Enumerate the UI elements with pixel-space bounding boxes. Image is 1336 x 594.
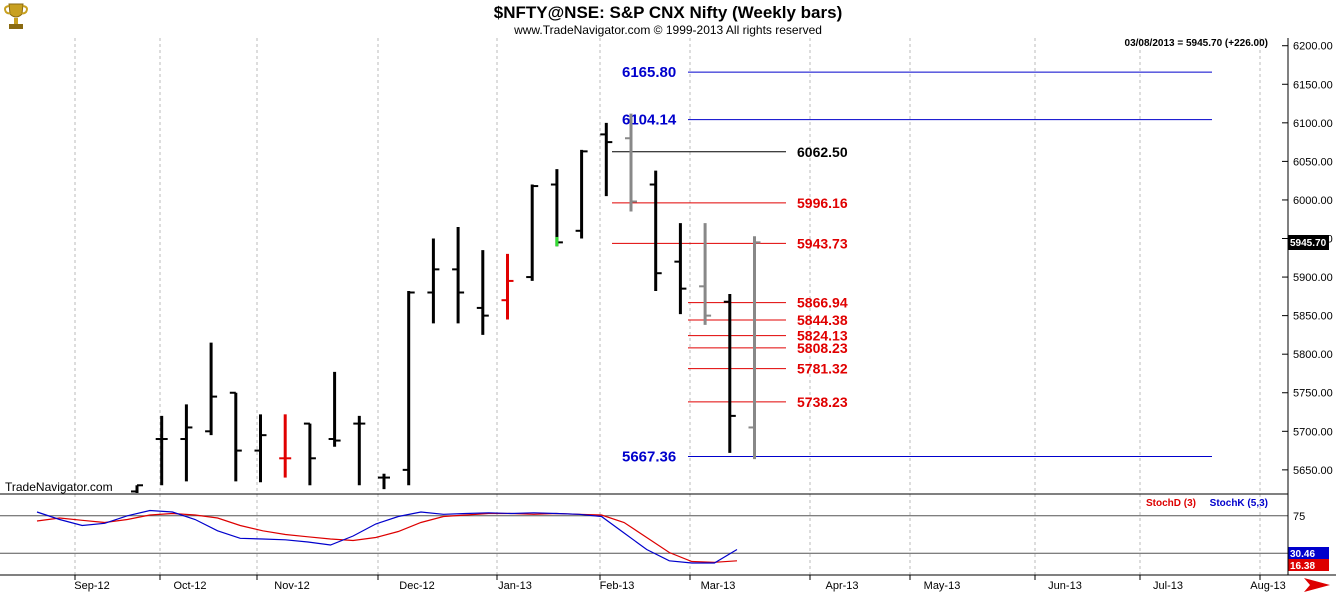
price-bar [674,223,687,315]
scroll-right-button[interactable] [1304,578,1330,592]
price-bar [699,223,712,325]
chart-title: $NFTY@NSE: S&P CNX Nifty (Weekly bars) [494,3,842,22]
price-bar [501,253,514,320]
price-tick-label: 6050.00 [1293,156,1333,168]
price-bar [476,250,489,335]
price-bar [427,238,440,324]
time-tick-label: Jan-13 [498,580,532,592]
time-tick-label: Sep-12 [74,580,109,592]
price-tick-label: 5900.00 [1293,272,1333,284]
level-label: 5738.23 [797,394,848,410]
last-price-marker: 5945.70 [1288,235,1329,250]
level-label: 5943.73 [797,235,848,251]
time-tick-label: May-13 [924,580,961,592]
price-tick-label: 5800.00 [1293,349,1333,361]
trophy-icon [4,3,28,29]
quote-readout: 03/08/2013 = 5945.70 (+226.00) [1125,38,1268,49]
price-tick-label: 5750.00 [1293,388,1333,400]
stoch-k-last-value: 30.46 [1290,549,1315,560]
arrow-right-icon [1304,578,1330,592]
price-tick-label: 5850.00 [1293,311,1333,323]
level-label: 5996.16 [797,195,848,211]
price-bar [600,122,613,197]
price-panel: 6165.80 6104.14 6062.50 5996.16 5943.73 5866.… [131,64,1212,493]
time-tick-label: Apr-13 [825,580,858,592]
price-bar [205,342,218,436]
price-bar [131,484,143,493]
price-tick-label: 6100.00 [1293,118,1333,130]
time-tick-label: Feb-13 [600,580,635,592]
stochastic-reference-lines [0,515,1288,554]
price-bar [229,391,242,482]
level-label: 5844.38 [797,312,848,328]
stoch-d-last-marker: 16.38 [1288,559,1329,572]
time-tick-label: Dec-12 [399,580,434,592]
price-tick-label: 5650.00 [1293,465,1333,477]
time-tick-label: Aug-13 [1250,580,1285,592]
time-tick-label: Jul-13 [1153,580,1183,592]
time-tick-label: Mar-13 [701,580,736,592]
price-bar [303,422,316,486]
logo [4,3,28,29]
level-label: 5824.13 [797,328,848,344]
stoch-d-last-value: 16.38 [1290,561,1315,572]
stochastic-series-line [36,512,738,563]
legend-stochd: StochD (3) [1146,498,1196,509]
price-bar [328,371,341,447]
copyright-text: www.TradeNavigator.com © 1999-2013 All r… [513,23,822,37]
stochastic-lines [36,509,738,564]
time-tick-label: Nov-12 [274,580,309,592]
watermark-text: TradeNavigator.com [5,480,113,494]
price-bar [649,170,662,291]
level-label: 6104.14 [622,112,677,129]
time-axis: Sep-12 Oct-12 Nov-12 Dec-12 Jan-13 Feb-13 Mar-… [74,575,1286,592]
price-bar [575,149,588,239]
price-tick-label: 6200.00 [1293,41,1333,53]
price-tick-label: 5700.00 [1293,426,1333,438]
price-bar [155,415,168,486]
time-tick-label: Jun-13 [1048,580,1082,592]
price-bar [526,184,539,281]
stoch-tick-label: 75 [1293,511,1305,523]
price-bar [353,415,366,486]
legend-stochk: StochK (5,3) [1210,498,1268,509]
level-label: 6062.50 [797,144,848,160]
level-label: 5808.23 [797,340,848,356]
price-bar [723,294,736,453]
price-bar [279,414,292,478]
stoch-k-last-marker: 30.46 [1288,547,1329,560]
price-bar [254,414,267,483]
price-bar [625,113,637,212]
level-label: 5667.36 [622,448,676,465]
level-label: 6165.80 [622,64,676,81]
stochastic-panel [0,509,1288,564]
price-bar [378,473,390,490]
stochastic-series-line [36,509,738,564]
price-tick-label: 6000.00 [1293,195,1333,207]
level-lines: 6165.80 6104.14 6062.50 5996.16 5943.73 5866.… [612,64,1212,465]
level-label: 5866.94 [797,295,848,311]
time-tick-label: Oct-12 [173,580,206,592]
price-bar [748,236,761,460]
price-tick-label: 6150.00 [1293,79,1333,91]
price-bars [131,113,761,493]
price-bar [452,226,465,324]
last-price-label: 5945.70 [1290,238,1327,249]
price-bar [402,290,415,486]
level-label: 5781.32 [797,361,848,377]
price-bar [180,404,193,482]
